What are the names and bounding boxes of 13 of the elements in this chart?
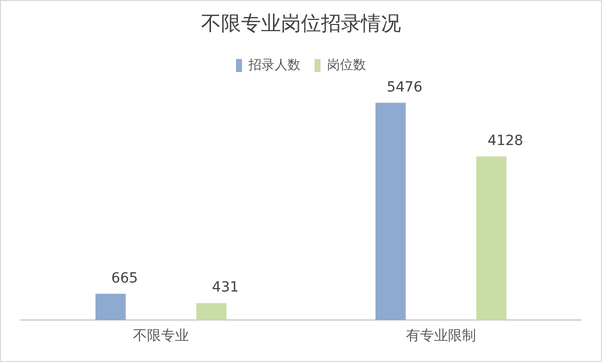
bar [476, 156, 507, 320]
bar [95, 294, 126, 320]
data-label: 665 [111, 270, 138, 286]
legend-label: 招录人数 [248, 58, 300, 73]
chart-title: 不限专业岗位招录情况 [201, 11, 401, 36]
data-label: 431 [212, 280, 239, 296]
bar [375, 102, 406, 320]
data-label: 4128 [488, 132, 524, 149]
data-label: 5476 [386, 79, 422, 96]
x-tick-label: 不限专业 [133, 328, 189, 344]
bar [196, 303, 227, 320]
x-tick-label: 有专业限制 [406, 328, 476, 344]
legend-label: 岗位数 [327, 58, 366, 73]
